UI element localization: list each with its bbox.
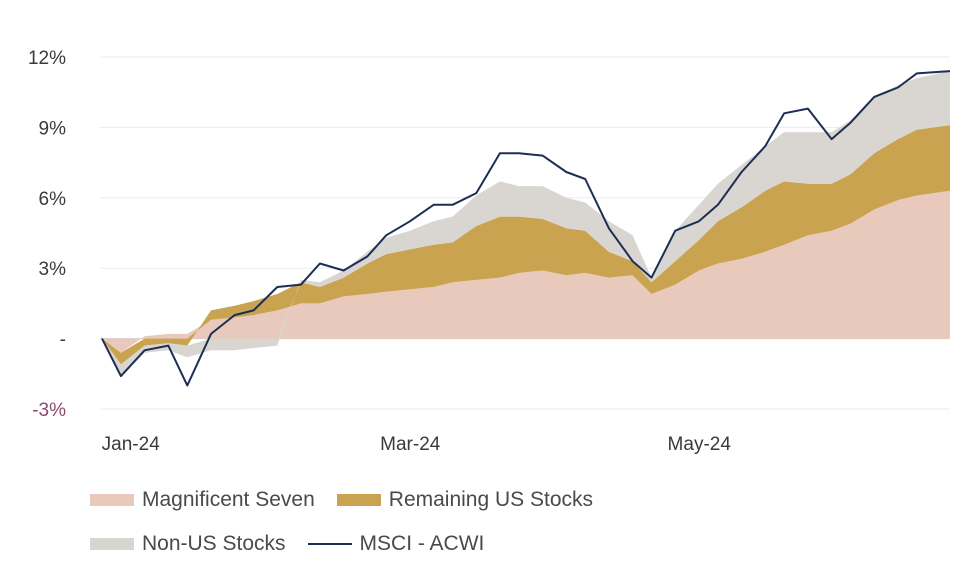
legend-row-1: Magnificent Seven Remaining US Stocks xyxy=(90,478,710,522)
y-axis-ticks: 12% 9% 6% 3% - -3% xyxy=(28,48,66,421)
x-axis-ticks: Jan-24 Mar-24 May-24 xyxy=(102,434,732,455)
y-tick-label: -3% xyxy=(32,400,66,421)
area-magnificent-seven xyxy=(102,190,950,353)
stacked-areas xyxy=(102,71,950,377)
index-line xyxy=(101,70,951,387)
legend: Magnificent Seven Remaining US Stocks No… xyxy=(90,478,710,566)
y-tick-label: 12% xyxy=(28,48,66,69)
y-tick-label: - xyxy=(60,330,66,351)
legend-label-non-us-stocks: Non-US Stocks xyxy=(142,532,286,555)
legend-row-2: Non-US Stocks MSCI - ACWI xyxy=(90,522,710,566)
area-non-us-stocks xyxy=(102,71,950,377)
legend-swatch-remaining-us-stocks xyxy=(336,494,381,506)
legend-label-magnificent-seven: Magnificent Seven xyxy=(142,488,315,511)
area-remaining-us-stocks xyxy=(102,125,950,365)
legend-item-non-us-stocks: Non-US Stocks xyxy=(90,532,286,556)
legend-swatch-msci-acwi xyxy=(307,543,352,545)
y-tick-label: 9% xyxy=(39,118,67,139)
legend-item-magnificent-seven: Magnificent Seven xyxy=(90,488,315,512)
legend-swatch-non-us-stocks xyxy=(90,538,134,550)
legend-item-remaining-us-stocks: Remaining US Stocks xyxy=(336,488,594,512)
line-msci-acwi xyxy=(101,70,951,387)
legend-label-msci-acwi: MSCI - ACWI xyxy=(359,532,485,555)
x-tick-label: May-24 xyxy=(668,434,732,455)
legend-label-remaining-us-stocks: Remaining US Stocks xyxy=(388,488,594,511)
x-tick-label: Jan-24 xyxy=(102,434,161,455)
y-tick-label: 6% xyxy=(39,189,67,210)
legend-item-msci-acwi: MSCI - ACWI xyxy=(307,532,485,556)
y-tick-label: 3% xyxy=(39,259,67,280)
x-tick-label: Mar-24 xyxy=(380,434,441,455)
legend-swatch-magnificent-seven xyxy=(90,494,134,506)
chart-svg: 12% 9% 6% 3% - -3% Jan-24 Mar-24 May-24 xyxy=(28,48,951,455)
